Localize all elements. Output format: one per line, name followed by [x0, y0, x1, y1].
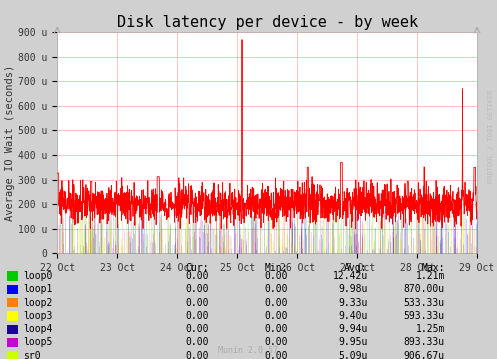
Text: loop0: loop0: [23, 271, 52, 281]
Text: 0.00: 0.00: [265, 324, 288, 334]
Text: 0.00: 0.00: [185, 324, 209, 334]
Text: 0.00: 0.00: [185, 337, 209, 348]
Text: 0.00: 0.00: [265, 298, 288, 308]
Text: 533.33u: 533.33u: [404, 298, 445, 308]
Text: 0.00: 0.00: [265, 311, 288, 321]
Text: 9.94u: 9.94u: [338, 324, 368, 334]
Text: 12.42u: 12.42u: [332, 271, 368, 281]
Text: 1.21m: 1.21m: [415, 271, 445, 281]
Text: 9.98u: 9.98u: [338, 284, 368, 294]
Text: Min:: Min:: [265, 263, 288, 273]
Text: 0.00: 0.00: [265, 351, 288, 359]
Text: loop5: loop5: [23, 337, 52, 348]
Text: 1.25m: 1.25m: [415, 324, 445, 334]
Text: 0.00: 0.00: [265, 284, 288, 294]
Text: RRDTOOL / TOBI OETIKER: RRDTOOL / TOBI OETIKER: [488, 90, 494, 183]
Text: loop4: loop4: [23, 324, 52, 334]
Title: Disk latency per device - by week: Disk latency per device - by week: [117, 15, 417, 30]
Text: loop1: loop1: [23, 284, 52, 294]
Y-axis label: Average IO Wait (seconds): Average IO Wait (seconds): [5, 65, 15, 221]
Text: 870.00u: 870.00u: [404, 284, 445, 294]
Text: 0.00: 0.00: [265, 337, 288, 348]
Text: loop2: loop2: [23, 298, 52, 308]
Text: sr0: sr0: [23, 351, 40, 359]
Text: Avg:: Avg:: [344, 263, 368, 273]
Text: Max:: Max:: [421, 263, 445, 273]
Text: 0.00: 0.00: [265, 271, 288, 281]
Text: 0.00: 0.00: [185, 271, 209, 281]
Text: 0.00: 0.00: [185, 284, 209, 294]
Text: 9.40u: 9.40u: [338, 311, 368, 321]
Text: 9.95u: 9.95u: [338, 337, 368, 348]
Text: 5.09u: 5.09u: [338, 351, 368, 359]
Text: Munin 2.0.57: Munin 2.0.57: [219, 346, 278, 355]
Text: loop3: loop3: [23, 311, 52, 321]
Text: 0.00: 0.00: [185, 351, 209, 359]
Text: 593.33u: 593.33u: [404, 311, 445, 321]
Text: 0.00: 0.00: [185, 311, 209, 321]
Text: 0.00: 0.00: [185, 298, 209, 308]
Text: 893.33u: 893.33u: [404, 337, 445, 348]
Text: 906.67u: 906.67u: [404, 351, 445, 359]
Text: Cur:: Cur:: [185, 263, 209, 273]
Text: 9.33u: 9.33u: [338, 298, 368, 308]
